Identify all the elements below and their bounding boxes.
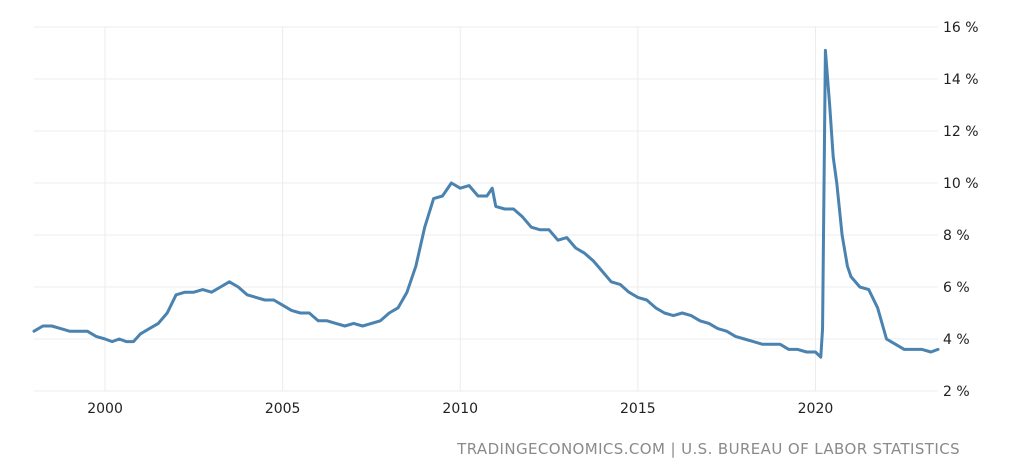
x-tick-label-2000: 2000 (87, 401, 123, 417)
x-tick-label-2020: 2020 (798, 401, 834, 417)
series-line-0 (32, 48, 940, 359)
x-axis-ticks: 2000 2005 2010 2015 2020 (87, 401, 833, 417)
y-tick-label-6: 6 % (943, 280, 970, 296)
x-tick-label-2005: 2005 (265, 401, 301, 417)
y-tick-label-14: 14 % (943, 72, 979, 88)
y-tick-label-8: 8 % (943, 228, 970, 244)
x-tick-label-2015: 2015 (620, 401, 656, 417)
horizontal-gridlines (34, 26, 938, 392)
source-credit: TRADINGECONOMICS.COM | U.S. BUREAU OF LA… (457, 440, 960, 458)
x-tick-label-2010: 2010 (442, 401, 478, 417)
y-tick-label-4: 4 % (943, 332, 970, 348)
y-tick-label-2: 2 % (943, 384, 970, 400)
y-tick-label-12: 12 % (943, 124, 979, 140)
y-tick-label-16: 16 % (943, 20, 979, 36)
vertical-gridlines (104, 27, 816, 391)
y-axis-ticks: 2 % 4 % 6 % 8 % 10 % 12 % 14 % 16 % (943, 20, 979, 400)
series-layer (32, 48, 940, 359)
y-tick-label-10: 10 % (943, 176, 979, 192)
